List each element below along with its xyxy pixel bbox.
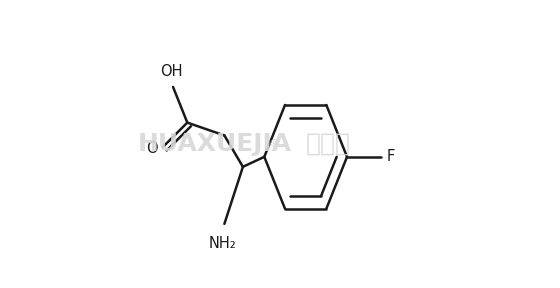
Text: HUAXUEJIA: HUAXUEJIA — [137, 132, 291, 156]
Text: OH: OH — [160, 64, 183, 79]
Text: F: F — [386, 149, 395, 164]
Text: O: O — [146, 141, 158, 156]
Text: 化学加: 化学加 — [306, 132, 351, 156]
Text: NH₂: NH₂ — [209, 236, 237, 251]
Text: ®: ® — [269, 139, 280, 149]
